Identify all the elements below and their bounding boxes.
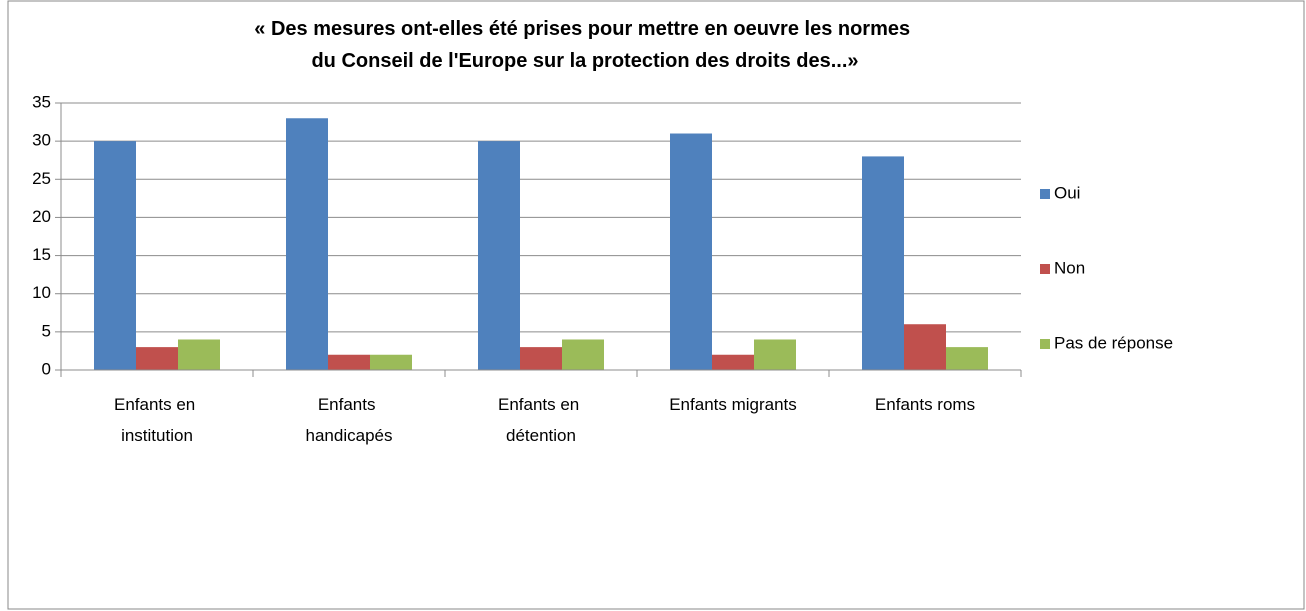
x-tick-label: Enfants roms [875, 395, 975, 414]
y-tick-label: 20 [32, 207, 51, 226]
bar [562, 339, 604, 370]
legend-label: Oui [1054, 183, 1080, 202]
bar [862, 156, 904, 370]
legend-swatch [1040, 264, 1050, 274]
x-tick-label: Enfants en détention [498, 395, 584, 445]
legend-label: Non [1054, 258, 1085, 277]
legend-label: Pas de réponse [1054, 333, 1173, 352]
legend-swatch [1040, 339, 1050, 349]
y-tick-label: 35 [32, 92, 51, 111]
y-tick-label: 0 [42, 359, 51, 378]
legend-swatch [1040, 189, 1050, 199]
bar [478, 141, 520, 370]
chart-title: « Des mesures ont-elles été prises pour … [254, 18, 915, 72]
bar [712, 354, 754, 370]
bar [520, 347, 562, 370]
y-tick-label: 5 [42, 321, 51, 340]
bar [286, 118, 328, 370]
y-tick-label: 15 [32, 245, 51, 264]
chart-border [7, 0, 1305, 610]
y-tick-label: 25 [32, 169, 51, 188]
x-tick-label: Enfants handicapés [306, 395, 393, 445]
bar [904, 324, 946, 370]
bar [670, 133, 712, 370]
bar [94, 141, 136, 370]
bar [328, 354, 370, 370]
bar [754, 339, 796, 370]
x-tick-label: Enfants migrants [669, 395, 797, 414]
y-tick-label: 30 [32, 131, 51, 150]
x-tick-label: Enfants en institution [114, 395, 200, 445]
bar [370, 354, 412, 370]
bar [136, 347, 178, 370]
y-tick-label: 10 [32, 283, 51, 302]
bar [946, 347, 988, 370]
bar [178, 339, 220, 370]
